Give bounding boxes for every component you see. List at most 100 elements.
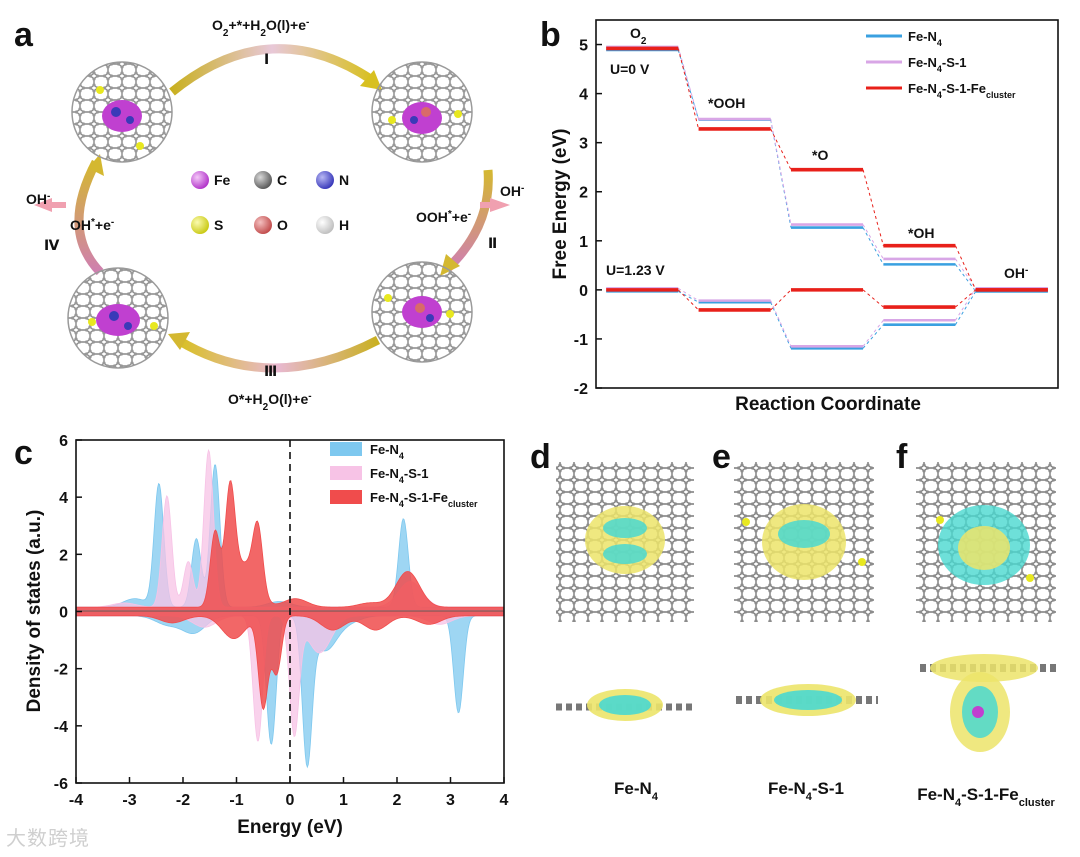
arrow-step-3: [175, 336, 381, 373]
b-y-tick-label: -2: [574, 381, 588, 398]
c-x-tick-label: -1: [229, 792, 243, 809]
c-y-tick-label: 6: [59, 433, 68, 450]
panel-e-isosurface-cyan: [778, 520, 830, 548]
oh-release-arrow-right-shaft: [480, 202, 492, 208]
panel-f-letter: f: [896, 438, 908, 476]
b-connector-0-u0-2: [862, 227, 884, 265]
b-connector-2-u123-2: [862, 289, 884, 308]
c-x-tick-label: 1: [339, 792, 348, 809]
arrow-step-2: [444, 169, 493, 272]
b-connector-0-u123-2: [862, 324, 884, 349]
oh-release-arrow-left-shaft: [50, 202, 66, 208]
state-label-ooh: *OOH: [708, 95, 745, 111]
panel-d-charge-density: d Fe-N4: [530, 438, 694, 803]
b-connector-1-u0-0: [677, 46, 700, 120]
c-y-tick-label: -6: [54, 776, 68, 793]
panel-f-sulfur-b: [1026, 574, 1034, 582]
step-2-roman: Ⅱ: [488, 235, 497, 251]
c-y-tick-label: 2: [59, 547, 68, 564]
model-state-2: [371, 61, 473, 163]
legend-b-fe-n4-s1-fecluster: Fe-N4-S-1-Fecluster: [908, 81, 1016, 100]
b-connector-1-u123-1: [770, 300, 792, 347]
panel-b-energy-levels: [606, 45, 1048, 350]
legend-c-fe-n4-swatch: [330, 442, 362, 456]
step-2-equation: OOH*+e-: [416, 209, 471, 226]
b-connector-2-u123-3: [955, 289, 977, 308]
panel-e-letter: e: [712, 438, 731, 476]
step-3-roman: Ⅲ: [264, 363, 277, 379]
state-label-oh: *OH: [908, 225, 934, 241]
state-label-oh-minus: OH-: [1004, 265, 1028, 282]
step-4-product: OH-: [26, 191, 50, 208]
b-y-tick-label: 1: [579, 234, 588, 251]
b-connector-0-u123-0: [678, 290, 699, 303]
panel-f-caption: Fe-N4-S-1-Fecluster: [917, 785, 1055, 809]
model-state-3: [371, 261, 473, 363]
model-state-1: [71, 61, 173, 163]
c-x-tick-label: 3: [446, 792, 455, 809]
panel-e-charge-density: e Fe-N4-S-1: [712, 438, 878, 803]
panel-d-letter: d: [530, 438, 551, 476]
b-connector-1-u123-3: [955, 288, 977, 321]
state-label-o2: O2: [630, 25, 647, 47]
panel-b-legend: Fe-N4 Fe-N4-S-1 Fe-N4-S-1-Fecluster: [866, 29, 1016, 100]
step-1-roman: Ⅰ: [264, 51, 269, 67]
potential-label-u123: U=1.23 V: [606, 262, 665, 278]
c-x-tick-label: 4: [500, 792, 509, 809]
model-state-4: [67, 267, 169, 369]
panel-b-plot-frame: [595, 19, 1059, 389]
c-x-tick-label: 0: [286, 792, 295, 809]
arrow-step-1-head: [360, 70, 382, 90]
b-connector-2-u0-3: [954, 245, 977, 291]
b-y-tick-label: 4: [579, 87, 588, 104]
panel-d-isosurface-cyan-a: [603, 518, 647, 538]
panel-f-charge-density: f Fe-N4-S-1-Fecluster: [896, 438, 1060, 809]
c-x-tick-label: -4: [69, 792, 83, 809]
c-y-tick-label: 0: [59, 605, 68, 622]
b-connector-1-u123-2: [862, 319, 884, 347]
arrow-step-4: [74, 159, 104, 276]
c-y-tick-label: -2: [54, 662, 68, 679]
state-label-o: *O: [812, 147, 828, 163]
panel-f-side-isosurface-top: [930, 654, 1038, 682]
b-connector-2-u0-0: [677, 48, 700, 130]
b-connector-0-u123-3: [955, 291, 977, 325]
legend-c-fe-n4-s1: Fe-N4-S-1: [370, 466, 428, 485]
element-h-label: H: [339, 217, 349, 233]
c-x-tick-label: -3: [122, 792, 136, 809]
step-3-equation: O*+H2O(l)+e-: [228, 391, 312, 413]
panel-e-caption: Fe-N4-S-1: [768, 779, 844, 803]
b-connector-2-u123-0: [677, 289, 699, 311]
arrow-step-4-head: [88, 154, 104, 176]
oh-release-arrow-left: [34, 198, 52, 212]
step-2-product: OH-: [500, 183, 524, 200]
panel-e-sulfur-b: [858, 558, 866, 566]
legend-b-fe-n4-s1: Fe-N4-S-1: [908, 55, 966, 74]
panel-b-letter: b: [540, 16, 561, 54]
potential-label-u0: U=0 V: [610, 61, 650, 77]
panel-c-legend: Fe-N4 Fe-N4-S-1 Fe-N4-S-1-Fecluster: [330, 442, 478, 509]
step-1-equation: O2+*+H2O(l)+e-: [212, 17, 309, 39]
b-y-tick-label: 3: [579, 136, 588, 153]
element-fe-ball: [191, 171, 209, 189]
panel-c-y-axis-label: Density of states (a.u.): [24, 510, 45, 713]
b-y-tick-label: 0: [579, 283, 588, 300]
panel-f-sulfur-a: [936, 516, 944, 524]
element-n-label: N: [339, 172, 349, 188]
element-s-ball: [191, 216, 209, 234]
oh-release-arrow-right: [490, 198, 510, 212]
c-x-tick-label: -2: [176, 792, 190, 809]
panel-b-y-ticks: -2 -1 0 1 2 3 4 5: [574, 38, 602, 398]
c-dos-area-2-down: [75, 611, 505, 711]
c-x-tick-label: 2: [393, 792, 402, 809]
element-h-ball: [316, 216, 334, 234]
legend-c-fe-n4: Fe-N4: [370, 442, 404, 461]
panel-c-x-axis-label: Energy (eV): [237, 817, 343, 838]
panel-e-sulfur-a: [742, 518, 750, 526]
panel-c-letter: c: [14, 434, 33, 472]
element-c-ball: [254, 171, 272, 189]
arrow-step-1: [169, 44, 375, 96]
